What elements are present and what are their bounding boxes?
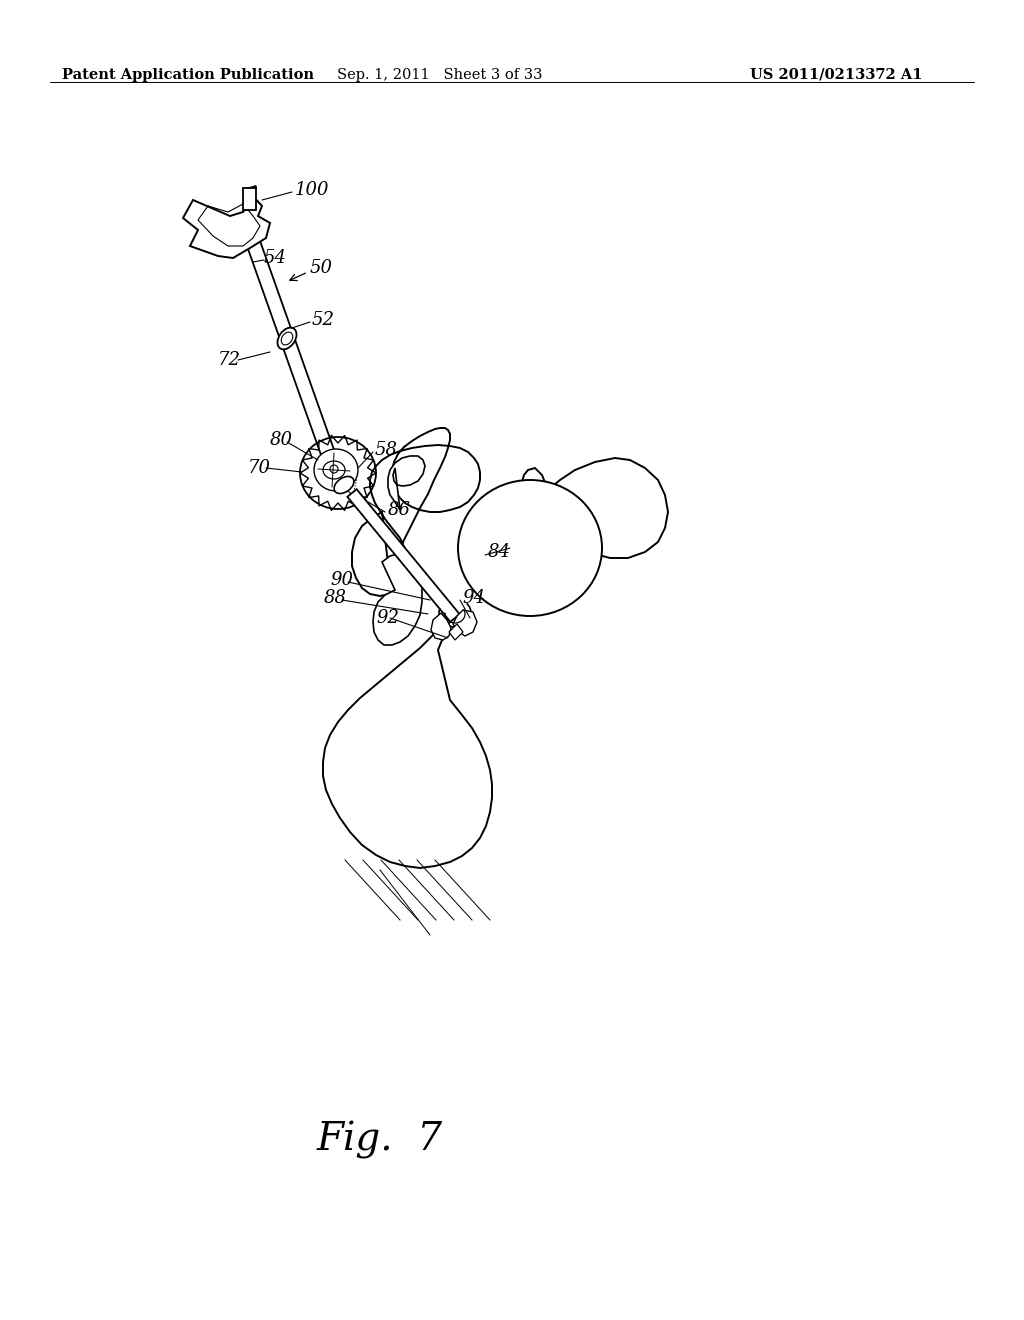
Text: 88: 88 xyxy=(324,589,347,607)
Text: 58: 58 xyxy=(375,441,398,459)
Polygon shape xyxy=(183,186,270,257)
Ellipse shape xyxy=(282,333,293,345)
Text: Sep. 1, 2011   Sheet 3 of 33: Sep. 1, 2011 Sheet 3 of 33 xyxy=(337,69,543,82)
Polygon shape xyxy=(431,612,451,640)
Ellipse shape xyxy=(330,465,338,473)
Polygon shape xyxy=(347,490,460,622)
Text: Patent Application Publication: Patent Application Publication xyxy=(62,69,314,82)
Polygon shape xyxy=(242,226,339,467)
Text: 100: 100 xyxy=(295,181,330,199)
Text: 54: 54 xyxy=(264,249,287,267)
Text: 52: 52 xyxy=(312,312,335,329)
Text: 50: 50 xyxy=(310,259,333,277)
Text: 84: 84 xyxy=(488,543,511,561)
Text: 90: 90 xyxy=(330,572,353,589)
Ellipse shape xyxy=(278,327,297,350)
Text: US 2011/0213372 A1: US 2011/0213372 A1 xyxy=(750,69,923,82)
Polygon shape xyxy=(323,609,492,869)
Polygon shape xyxy=(373,554,422,645)
Polygon shape xyxy=(522,458,668,558)
Text: Fig.  7: Fig. 7 xyxy=(317,1121,443,1159)
Polygon shape xyxy=(243,187,256,210)
Text: 72: 72 xyxy=(218,351,241,370)
Text: 80: 80 xyxy=(270,432,293,449)
Text: 92: 92 xyxy=(376,609,399,627)
Polygon shape xyxy=(388,455,425,510)
Polygon shape xyxy=(449,624,463,640)
Text: 86: 86 xyxy=(388,502,411,519)
Ellipse shape xyxy=(334,477,354,494)
Ellipse shape xyxy=(323,461,345,479)
Text: 94: 94 xyxy=(462,589,485,607)
Polygon shape xyxy=(453,610,477,636)
Text: 70: 70 xyxy=(248,459,271,477)
Ellipse shape xyxy=(314,449,358,491)
Polygon shape xyxy=(352,428,480,597)
Ellipse shape xyxy=(458,480,602,616)
